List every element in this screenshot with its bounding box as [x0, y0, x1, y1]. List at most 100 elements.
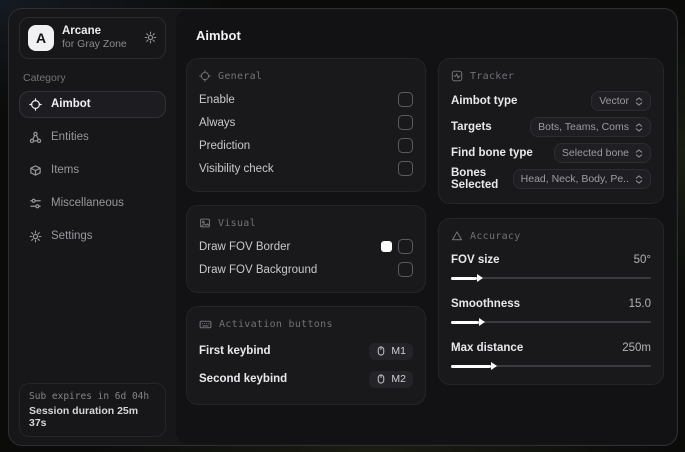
main-panel: Aimbot General Enable Alw: [176, 10, 676, 444]
sidebar-item-label: Items: [51, 164, 80, 176]
slider-value: 50°: [633, 253, 651, 266]
setting-row: First keybind M1: [199, 337, 413, 365]
select-value: Bots, Teams, Coms: [538, 121, 629, 133]
slider-value: 15.0: [628, 297, 651, 310]
slider-fill: [451, 274, 483, 282]
setting-label: FOV size: [451, 253, 500, 266]
slider-track: [451, 321, 651, 323]
activity-icon: [451, 70, 463, 82]
chevrons-up-down-icon: [635, 96, 643, 106]
sidebar-item-label: Miscellaneous: [51, 197, 124, 209]
checkbox-draw-fov-background[interactable]: [398, 262, 413, 277]
setting-label: Smoothness: [451, 297, 521, 310]
activation-card: Activation buttons First keybind M1 Seco…: [186, 306, 426, 405]
section-title: Accuracy: [470, 230, 521, 242]
setting-row: Enable: [199, 88, 413, 111]
sliders-icon: [29, 197, 42, 210]
setting-label: Second keybind: [199, 373, 288, 385]
setting-row: Bones Selected Head, Neck, Body, Pe..: [451, 166, 651, 192]
mouse-icon: [376, 346, 386, 356]
bones-selected-select[interactable]: Head, Neck, Body, Pe..: [512, 169, 651, 189]
sidebar-item-settings[interactable]: Settings: [19, 223, 166, 250]
section-title: Visual: [218, 217, 256, 229]
find-bone-type-select[interactable]: Selected bone: [553, 143, 651, 163]
checkbox-visibility-check[interactable]: [398, 161, 413, 176]
app-subtitle: for Gray Zone: [62, 38, 127, 51]
setting-label: Draw FOV Background: [199, 263, 318, 276]
setting-row: Draw FOV Border: [199, 235, 413, 258]
setting-row: Second keybind M2: [199, 365, 413, 393]
accuracy-card: Accuracy FOV size 50°: [438, 218, 664, 385]
setting-row: Always: [199, 111, 413, 134]
setting-label: Always: [199, 116, 236, 129]
app-header-card: A Arcane for Gray Zone: [19, 17, 166, 59]
sidebar-item-miscellaneous[interactable]: Miscellaneous: [19, 190, 166, 217]
sidebar-nav: Aimbot Entities Items Miscellaneous: [19, 90, 166, 250]
fov-size-slider[interactable]: [451, 273, 651, 283]
chevrons-up-down-icon: [635, 122, 643, 132]
sidebar-item-aimbot[interactable]: Aimbot: [19, 90, 166, 118]
sidebar: A Arcane for Gray Zone Category Aimbot: [9, 9, 176, 445]
chevrons-up-down-icon: [635, 174, 643, 184]
subscription-info-card: Sub expires in 6d 04h Session duration 2…: [19, 383, 166, 437]
fov-border-color-swatch[interactable]: [381, 241, 392, 252]
sidebar-item-label: Entities: [51, 131, 89, 143]
checkbox-always[interactable]: [398, 115, 413, 130]
mouse-icon: [376, 374, 386, 384]
setting-label: First keybind: [199, 345, 271, 357]
max-distance-slider[interactable]: [451, 361, 651, 371]
tracker-card: Tracker Aimbot type Vector Targets: [438, 58, 664, 204]
tracker-card-header: Tracker: [451, 70, 651, 82]
setting-row: Prediction: [199, 134, 413, 157]
sidebar-item-items[interactable]: Items: [19, 157, 166, 184]
setting-label: Find bone type: [451, 147, 533, 159]
setting-row: Max distance 250m: [451, 336, 651, 359]
sub-expires-text: Sub expires in 6d 04h: [29, 391, 150, 402]
visual-card: Visual Draw FOV Border Draw FOV Backgrou…: [186, 205, 426, 293]
keybind-value: M2: [391, 373, 406, 385]
session-duration-text: Session duration 25m 37s: [29, 405, 139, 429]
image-icon: [199, 217, 211, 229]
box-icon: [29, 164, 42, 177]
targets-select[interactable]: Bots, Teams, Coms: [530, 117, 651, 137]
triangle-icon: [451, 230, 463, 242]
general-card-header: General: [199, 70, 413, 82]
slider-group: Max distance 250m: [451, 336, 651, 371]
slider-group: Smoothness 15.0: [451, 292, 651, 327]
slider-fill: [451, 362, 497, 370]
entities-icon: [29, 131, 42, 144]
select-value: Selected bone: [561, 147, 629, 159]
second-keybind-button[interactable]: M2: [369, 370, 413, 388]
setting-row: FOV size 50°: [451, 248, 651, 271]
setting-label: Aimbot type: [451, 95, 518, 107]
setting-label: Bones Selected: [451, 167, 499, 191]
gear-icon[interactable]: [144, 31, 157, 44]
sidebar-item-entities[interactable]: Entities: [19, 124, 166, 151]
crosshair-icon: [29, 97, 42, 111]
page-title: Aimbot: [196, 28, 241, 43]
app-name: Arcane: [62, 25, 101, 37]
aimbot-type-select[interactable]: Vector: [591, 91, 651, 111]
activation-card-header: Activation buttons: [199, 318, 413, 331]
checkbox-enable[interactable]: [398, 92, 413, 107]
section-title: Activation buttons: [219, 319, 333, 330]
section-title: Tracker: [470, 70, 515, 82]
checkbox-draw-fov-border[interactable]: [398, 239, 413, 254]
select-value: Vector: [599, 95, 629, 107]
setting-row: Smoothness 15.0: [451, 292, 651, 315]
general-card: General Enable Always Prediction: [186, 58, 426, 192]
setting-row: Targets Bots, Teams, Coms: [451, 114, 651, 140]
keybind-value: M1: [391, 345, 406, 357]
checkbox-prediction[interactable]: [398, 138, 413, 153]
first-keybind-button[interactable]: M1: [369, 342, 413, 360]
sidebar-item-label: Aimbot: [51, 98, 91, 110]
slider-fill: [451, 318, 485, 326]
app-window: A Arcane for Gray Zone Category Aimbot: [8, 8, 678, 446]
select-value: Head, Neck, Body, Pe..: [520, 173, 629, 185]
setting-row: Draw FOV Background: [199, 258, 413, 281]
chevrons-up-down-icon: [635, 148, 643, 158]
slider-track: [451, 277, 651, 279]
smoothness-slider[interactable]: [451, 317, 651, 327]
slider-track: [451, 365, 651, 367]
setting-label: Targets: [451, 121, 492, 133]
